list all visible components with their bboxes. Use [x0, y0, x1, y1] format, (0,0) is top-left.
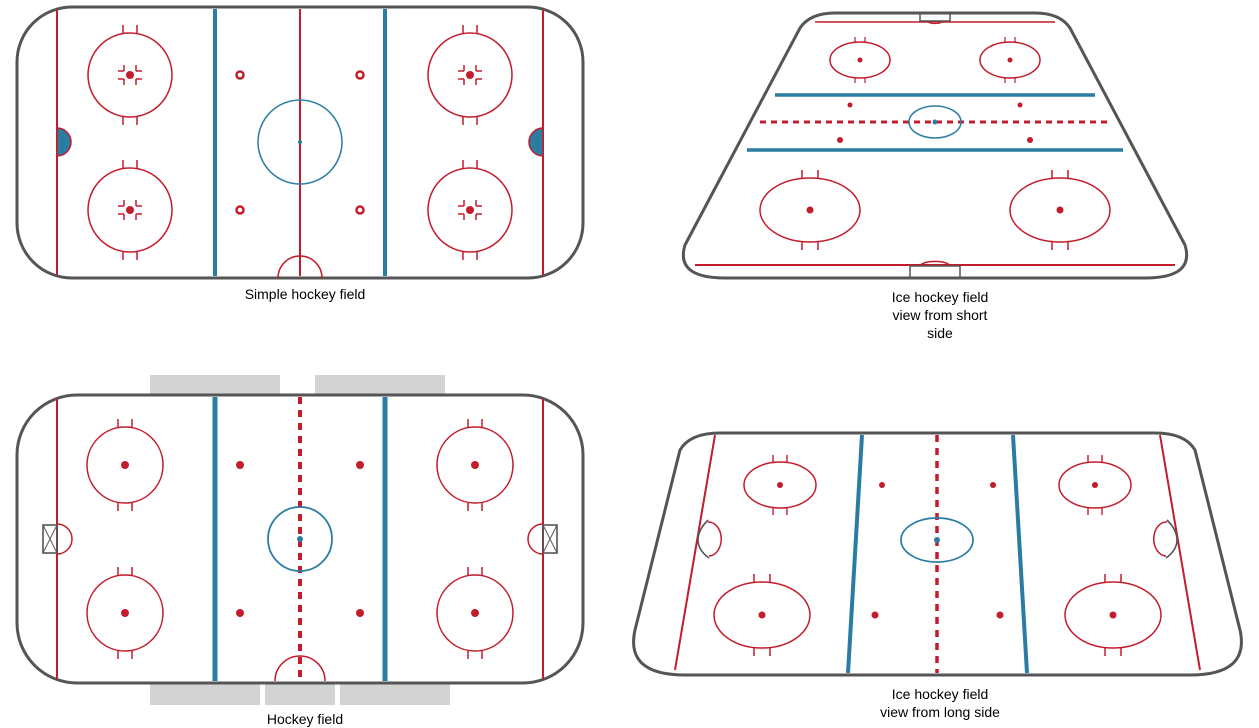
neutral-dot — [997, 612, 1004, 619]
neutral-dot — [236, 461, 244, 469]
neutral-dot — [236, 609, 244, 617]
neutral-dot — [1018, 103, 1023, 108]
rink-border — [683, 13, 1186, 278]
penalty-box-right — [340, 683, 450, 705]
rink-hockey-field — [15, 375, 585, 705]
penalty-box-left — [150, 683, 260, 705]
center-dot — [934, 537, 940, 543]
center-dot — [297, 536, 303, 542]
neutral-dot — [356, 609, 364, 617]
neutral-dot — [1027, 137, 1033, 143]
neutral-dot — [848, 103, 853, 108]
caption-simple: Simple hockey field — [205, 285, 405, 303]
center-dot — [298, 140, 302, 144]
rink-simple — [15, 5, 585, 280]
neutral-dot — [357, 207, 364, 214]
caption-hockey-field: Hockey field — [205, 710, 405, 728]
neutral-dot — [879, 482, 885, 488]
neutral-dot — [357, 72, 364, 79]
neutral-dot — [837, 137, 843, 143]
neutral-dot — [237, 72, 244, 79]
caption-short-side: Ice hockey field view from short side — [840, 288, 1040, 343]
neutral-dot — [356, 461, 364, 469]
scorer-box — [265, 683, 335, 705]
neutral-dot — [990, 482, 996, 488]
caption-long-side: Ice hockey field view from long side — [840, 685, 1040, 721]
rink-long-side — [630, 430, 1245, 680]
neutral-dot — [237, 207, 244, 214]
rink-short-side — [680, 10, 1190, 285]
center-dot — [933, 120, 938, 125]
neutral-dot — [872, 612, 879, 619]
